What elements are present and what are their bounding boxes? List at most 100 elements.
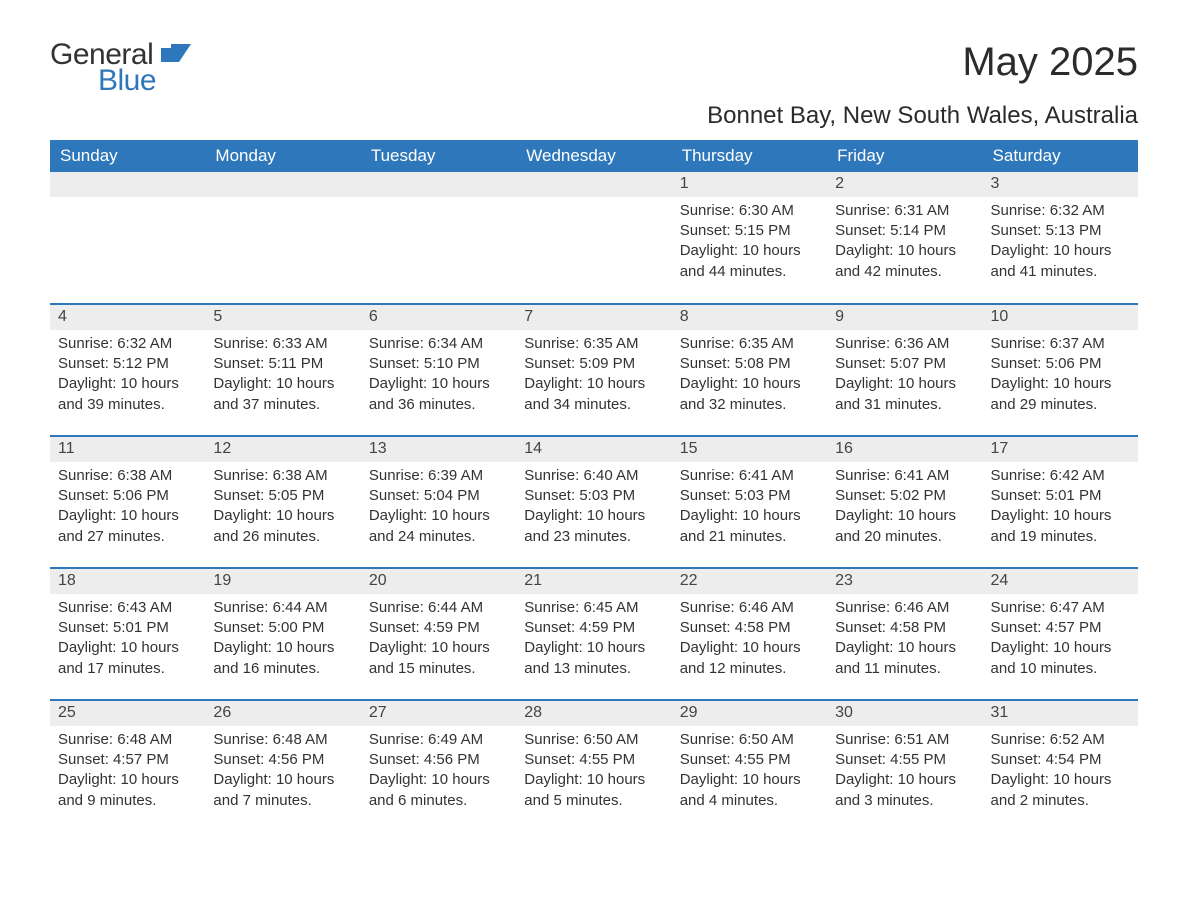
day-number: 25 xyxy=(50,701,205,726)
sunrise-line: Sunrise: 6:51 AM xyxy=(835,730,974,750)
daylight-label: Daylight: xyxy=(680,507,738,524)
calendar-cell: 13Sunrise: 6:39 AMSunset: 5:04 PMDayligh… xyxy=(361,436,516,568)
sunrise-line: Sunrise: 6:52 AM xyxy=(991,730,1130,750)
calendar-cell: 26Sunrise: 6:48 AMSunset: 4:56 PMDayligh… xyxy=(205,700,360,832)
day-header: Monday xyxy=(205,140,360,172)
sunset-line: Sunset: 4:57 PM xyxy=(991,618,1130,638)
sunrise-line: Sunrise: 6:42 AM xyxy=(991,466,1130,486)
sunset-line: Sunset: 4:54 PM xyxy=(991,750,1130,770)
day-details: Sunrise: 6:43 AMSunset: 5:01 PMDaylight:… xyxy=(50,594,205,685)
sunset-label: Sunset: xyxy=(835,355,886,372)
day-number: 10 xyxy=(983,305,1138,330)
day-details: Sunrise: 6:42 AMSunset: 5:01 PMDaylight:… xyxy=(983,462,1138,553)
sunset-line: Sunset: 5:15 PM xyxy=(680,221,819,241)
calendar-cell: 12Sunrise: 6:38 AMSunset: 5:05 PMDayligh… xyxy=(205,436,360,568)
sunrise-line: Sunrise: 6:38 AM xyxy=(213,466,352,486)
day-header: Tuesday xyxy=(361,140,516,172)
sunrise-value: 6:45 AM xyxy=(583,599,638,616)
daylight-label: Daylight: xyxy=(213,375,271,392)
day-number: 14 xyxy=(516,437,671,462)
sunrise-line: Sunrise: 6:37 AM xyxy=(991,334,1130,354)
day-number: 2 xyxy=(827,172,982,197)
sunset-line: Sunset: 4:59 PM xyxy=(524,618,663,638)
sunset-value: 4:58 PM xyxy=(890,619,946,636)
sunset-label: Sunset: xyxy=(680,619,731,636)
sunrise-line: Sunrise: 6:44 AM xyxy=(213,598,352,618)
sunrise-line: Sunrise: 6:31 AM xyxy=(835,201,974,221)
sunset-label: Sunset: xyxy=(524,355,575,372)
day-details: Sunrise: 6:46 AMSunset: 4:58 PMDaylight:… xyxy=(827,594,982,685)
sunrise-value: 6:46 AM xyxy=(894,599,949,616)
calendar-cell: 18Sunrise: 6:43 AMSunset: 5:01 PMDayligh… xyxy=(50,568,205,700)
day-number: 27 xyxy=(361,701,516,726)
sunrise-label: Sunrise: xyxy=(58,731,113,748)
sunrise-label: Sunrise: xyxy=(213,335,268,352)
sunrise-line: Sunrise: 6:47 AM xyxy=(991,598,1130,618)
sunset-line: Sunset: 5:06 PM xyxy=(58,486,197,506)
empty-day-strip xyxy=(516,172,671,197)
daylight-label: Daylight: xyxy=(524,639,582,656)
day-details: Sunrise: 6:36 AMSunset: 5:07 PMDaylight:… xyxy=(827,330,982,421)
daylight-label: Daylight: xyxy=(835,507,893,524)
calendar-cell xyxy=(516,172,671,304)
sunrise-label: Sunrise: xyxy=(524,599,579,616)
calendar-cell: 10Sunrise: 6:37 AMSunset: 5:06 PMDayligh… xyxy=(983,304,1138,436)
sunset-line: Sunset: 4:57 PM xyxy=(58,750,197,770)
day-details: Sunrise: 6:38 AMSunset: 5:05 PMDaylight:… xyxy=(205,462,360,553)
day-number: 6 xyxy=(361,305,516,330)
daylight-line: Daylight: 10 hours and 17 minutes. xyxy=(58,638,197,679)
daylight-label: Daylight: xyxy=(524,507,582,524)
calendar-cell: 28Sunrise: 6:50 AMSunset: 4:55 PMDayligh… xyxy=(516,700,671,832)
sunrise-label: Sunrise: xyxy=(369,335,424,352)
daylight-label: Daylight: xyxy=(991,771,1049,788)
daylight-label: Daylight: xyxy=(835,242,893,259)
sunset-label: Sunset: xyxy=(991,355,1042,372)
day-details: Sunrise: 6:40 AMSunset: 5:03 PMDaylight:… xyxy=(516,462,671,553)
sunset-value: 5:12 PM xyxy=(113,355,169,372)
sunrise-value: 6:33 AM xyxy=(273,335,328,352)
sunrise-label: Sunrise: xyxy=(835,335,890,352)
calendar-cell: 21Sunrise: 6:45 AMSunset: 4:59 PMDayligh… xyxy=(516,568,671,700)
day-number: 18 xyxy=(50,569,205,594)
day-details: Sunrise: 6:35 AMSunset: 5:09 PMDaylight:… xyxy=(516,330,671,421)
sunrise-value: 6:38 AM xyxy=(273,467,328,484)
sunset-line: Sunset: 5:09 PM xyxy=(524,354,663,374)
sunrise-label: Sunrise: xyxy=(58,467,113,484)
sunrise-line: Sunrise: 6:40 AM xyxy=(524,466,663,486)
day-details: Sunrise: 6:48 AMSunset: 4:56 PMDaylight:… xyxy=(205,726,360,817)
sunrise-line: Sunrise: 6:44 AM xyxy=(369,598,508,618)
sunset-label: Sunset: xyxy=(991,222,1042,239)
daylight-label: Daylight: xyxy=(680,242,738,259)
sunrise-label: Sunrise: xyxy=(680,335,735,352)
sunrise-value: 6:41 AM xyxy=(739,467,794,484)
sunset-value: 4:57 PM xyxy=(113,751,169,768)
day-number: 30 xyxy=(827,701,982,726)
daylight-line: Daylight: 10 hours and 20 minutes. xyxy=(835,506,974,547)
sunrise-line: Sunrise: 6:46 AM xyxy=(835,598,974,618)
sunrise-label: Sunrise: xyxy=(835,202,890,219)
sunset-label: Sunset: xyxy=(369,487,420,504)
sunrise-value: 6:43 AM xyxy=(117,599,172,616)
sunrise-line: Sunrise: 6:33 AM xyxy=(213,334,352,354)
day-number: 26 xyxy=(205,701,360,726)
calendar-cell xyxy=(205,172,360,304)
day-details: Sunrise: 6:44 AMSunset: 4:59 PMDaylight:… xyxy=(361,594,516,685)
day-header: Sunday xyxy=(50,140,205,172)
sunrise-line: Sunrise: 6:50 AM xyxy=(680,730,819,750)
calendar-cell: 8Sunrise: 6:35 AMSunset: 5:08 PMDaylight… xyxy=(672,304,827,436)
daylight-label: Daylight: xyxy=(991,507,1049,524)
sunset-value: 5:11 PM xyxy=(268,355,323,372)
sunrise-line: Sunrise: 6:49 AM xyxy=(369,730,508,750)
calendar-cell: 9Sunrise: 6:36 AMSunset: 5:07 PMDaylight… xyxy=(827,304,982,436)
calendar-cell: 1Sunrise: 6:30 AMSunset: 5:15 PMDaylight… xyxy=(672,172,827,304)
daylight-line: Daylight: 10 hours and 10 minutes. xyxy=(991,638,1130,679)
sunrise-line: Sunrise: 6:30 AM xyxy=(680,201,819,221)
sunrise-value: 6:38 AM xyxy=(117,467,172,484)
sunrise-value: 6:39 AM xyxy=(428,467,483,484)
day-details: Sunrise: 6:45 AM Sunset: 4:59 PMDaylight:… xyxy=(516,594,671,685)
day-number: 24 xyxy=(983,569,1138,594)
brand-text: General Blue xyxy=(50,40,195,96)
day-header: Wednesday xyxy=(516,140,671,172)
calendar-cell: 11Sunrise: 6:38 AMSunset: 5:06 PMDayligh… xyxy=(50,436,205,568)
day-details: Sunrise: 6:48 AMSunset: 4:57 PMDaylight:… xyxy=(50,726,205,817)
